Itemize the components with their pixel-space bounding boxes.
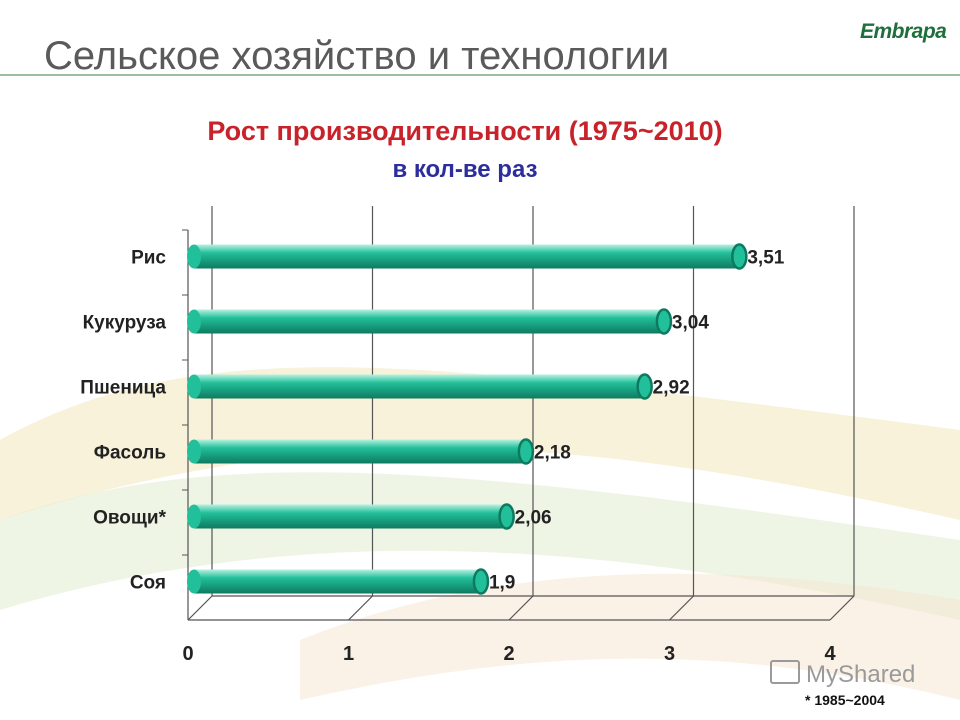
x-tick-label: 3 [664,643,675,665]
value-label: 1,9 [489,573,515,594]
bar-end-cap [731,243,748,270]
category-label: Фасоль [94,443,166,464]
watermark-text: MyShared [806,661,916,688]
floor-gridline [348,595,373,621]
category-label: Соя [130,573,166,594]
bar-end-cap [655,308,673,335]
bar-start-cap [187,244,201,269]
value-label: 2,18 [534,443,571,464]
presentation-icon [770,660,800,684]
title-divider [0,74,960,76]
chart-title: Рост производительности (1975~2010) [207,116,723,146]
bar-start-cap [187,309,201,334]
bar-end-cap [517,438,535,465]
bar-start-cap [187,374,201,399]
bar [194,569,481,594]
chart-subtitle: в кол-ве раз [392,156,538,183]
x-tick-label: 4 [824,643,836,665]
floor-gridline [829,595,855,621]
floor-gridline [508,595,534,621]
value-label: 3,04 [672,313,709,334]
x-tick-label: 1 [343,643,354,665]
bar-start-cap [187,504,201,529]
slide-title: Сельское хозяйство и технологии [44,34,670,78]
category-label: Овощи* [93,508,167,529]
category-label: Рис [131,248,166,269]
bar-end-cap [498,503,515,530]
x-tick-label: 0 [182,643,193,665]
category-label: Кукуруза [83,313,167,334]
value-label: 2,92 [653,378,690,399]
bar [194,439,526,464]
embrapa-logo: Embrapa [860,20,947,43]
floor-gridline [669,595,694,621]
bar-start-cap [187,439,201,464]
watermark: MyShared [770,660,915,689]
x-tick-label: 2 [503,643,514,665]
footnote: * 1985~2004 [805,692,885,708]
category-label: Пшеница [80,378,166,399]
bar [194,244,740,269]
bar [194,504,507,529]
bar-end-cap [636,373,653,400]
bar-start-cap [187,569,201,594]
floor-gridline [187,595,213,621]
bar-end-cap [472,568,490,595]
bar [194,309,664,334]
bar [194,374,645,399]
value-label: 2,06 [515,508,552,529]
value-label: 3,51 [747,248,784,269]
